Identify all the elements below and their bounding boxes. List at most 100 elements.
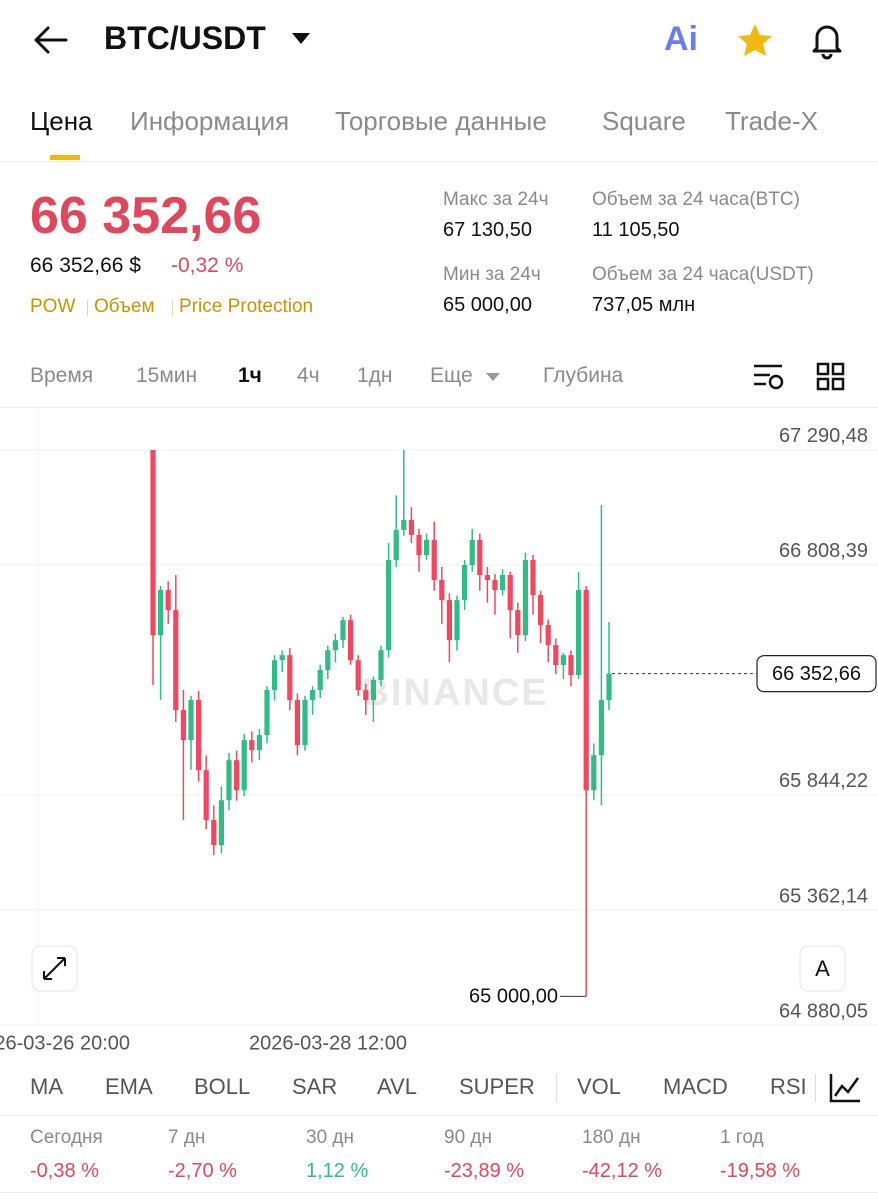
candle-body [218,800,224,846]
interval[interactable]: Еще [430,364,473,387]
candle-body [241,740,247,791]
fade [812,1070,824,1106]
candle-body [500,575,506,591]
notification-button[interactable] [808,20,846,60]
candle-body [424,539,430,555]
stat-label: Объем за 24 часа(BTC) [592,189,800,210]
low-marker-label: 65 000,00 [469,986,558,1008]
interval[interactable]: 1дн [357,364,393,387]
candle-body [530,560,536,596]
candle-body [598,700,604,756]
stat-value: 11 105,50 [592,219,680,241]
candle-body [196,700,202,771]
candle-body [173,610,179,711]
x-tick-label: 2026-03-28 12:00 [249,1032,407,1054]
y-tick-label: 65 844,22 [779,770,868,792]
candle-body [568,655,574,676]
watermark: BINANCE [361,672,548,714]
tag[interactable]: Price Protection [179,296,314,317]
candle-body [492,580,498,591]
candle-body [348,620,354,661]
last-price: 66 352,66 [30,187,262,245]
divider [0,407,878,408]
candle-body [446,600,452,641]
tab[interactable]: Square [602,106,686,136]
candle-body [370,680,376,701]
candle-body [507,575,513,611]
indicator[interactable]: AVL [377,1074,417,1099]
candle-body [386,560,392,651]
tab[interactable]: Trade-X [725,106,818,136]
divider [0,161,878,162]
candle-body [150,450,156,636]
period-change: 1,12 % [306,1160,369,1182]
back-button[interactable] [30,24,70,56]
divider [0,1192,878,1193]
candle-body [325,650,331,670]
favorite-button[interactable] [736,22,774,58]
candle-body [416,534,422,555]
auto-button-label[interactable]: A [815,956,830,981]
candle-body [249,740,255,751]
tab[interactable]: Информация [130,106,290,136]
candle-body [165,590,171,611]
period-label: 180 дн [582,1127,641,1148]
interval[interactable]: Время [30,364,94,387]
indicator[interactable]: BOLL [194,1074,251,1099]
candle-body [484,575,490,581]
candle-body [302,700,308,746]
indicator[interactable]: MA [30,1074,63,1099]
candle-body [294,700,300,746]
candle-body [515,610,521,636]
period-label: 7 дн [168,1127,206,1148]
candle-body [310,690,316,701]
indicator[interactable]: SUPER [459,1074,535,1099]
candle-body [538,595,544,626]
y-tick-label: 67 290,48 [779,425,868,447]
candle-body [477,539,483,576]
indicator[interactable]: VOL [577,1074,622,1099]
period-change: -19,58 % [720,1160,801,1182]
candle-body [180,710,186,741]
settings-icon[interactable] [752,362,786,392]
period-label: Сегодня [30,1127,103,1148]
layout-icon[interactable] [816,362,846,392]
indicator[interactable]: MACD [663,1074,728,1099]
period-label: 1 год [720,1127,764,1148]
tab[interactable]: Торговые данные [335,106,547,136]
tag[interactable]: POW [30,296,76,317]
candle-body [234,760,240,791]
active-tab-indicator [50,155,80,160]
auto-button[interactable] [799,945,846,992]
candle-body [272,660,278,691]
candle-body [279,655,285,661]
tab[interactable]: Цена [30,106,93,136]
interval[interactable]: Глубина [543,364,624,387]
tag[interactable]: Объем [94,296,155,317]
candle-body [203,770,209,821]
pair-title[interactable]: BTC/USDT [104,20,266,56]
candle-body [454,600,460,641]
pair-caret[interactable] [290,30,312,46]
y-tick-label: 66 808,39 [779,540,868,562]
candle-body [560,655,566,665]
stat-value: 65 000,00 [443,294,532,316]
indicator[interactable]: SAR [292,1074,338,1099]
interval[interactable]: 15мин [136,364,198,387]
y-tick-label: 64 880,05 [779,1000,868,1022]
candle-body [583,590,589,791]
indicator[interactable]: RSI [770,1074,807,1099]
interval[interactable]: 1ч [238,364,262,387]
interval[interactable]: 4ч [297,364,320,387]
candle-body [545,625,551,646]
period-label: 30 дн [306,1127,354,1148]
indicator-settings[interactable] [828,1072,862,1104]
candle-body [522,560,528,636]
candle-body [287,655,293,701]
indicator-separator [815,1074,816,1102]
stat-value: 737,05 млн [592,294,696,316]
ai-button[interactable]: Ai [664,20,698,58]
indicator[interactable]: EMA [105,1074,153,1099]
indicator-separator [556,1074,557,1102]
